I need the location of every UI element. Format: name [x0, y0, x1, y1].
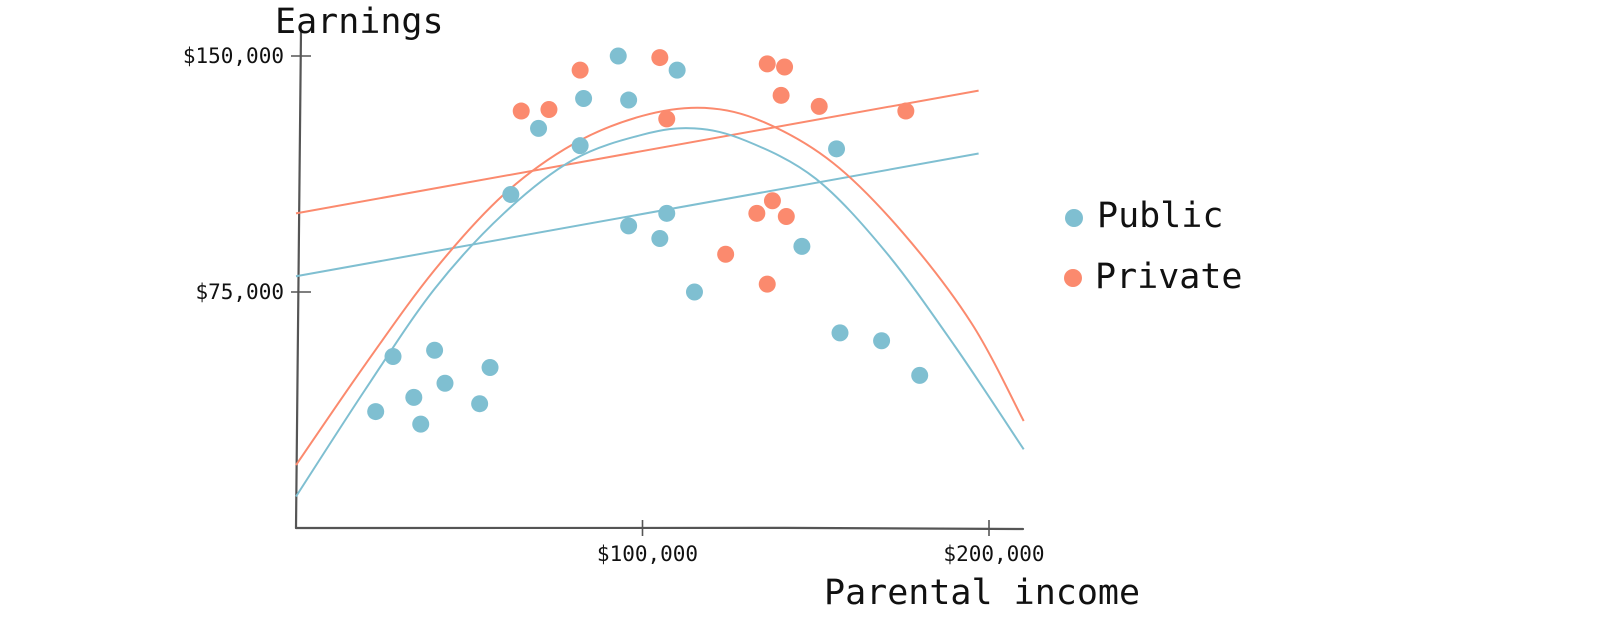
point-public — [571, 137, 589, 155]
legend-label-private: Private — [1095, 257, 1243, 297]
point-private — [512, 102, 530, 120]
x-axis-title: Parental income — [824, 573, 1140, 613]
point-private — [658, 110, 676, 128]
point-public — [530, 119, 548, 137]
point-public — [384, 348, 402, 366]
data-points — [367, 47, 929, 433]
point-public — [502, 185, 520, 203]
point-public — [685, 283, 703, 301]
x-axis — [294, 526, 1025, 531]
point-private — [763, 192, 781, 210]
legend-marker-private — [1064, 269, 1082, 287]
point-public — [831, 324, 849, 342]
x-ticks: $100,000 $200,000 — [597, 520, 1045, 566]
point-public — [911, 366, 929, 384]
curve-fit-private — [295, 106, 1025, 466]
point-public — [412, 415, 430, 433]
legend-item-public: Public — [1065, 196, 1223, 236]
point-private — [540, 100, 558, 118]
linear-fit-private — [295, 89, 979, 215]
point-public — [609, 47, 627, 65]
point-public — [658, 204, 676, 222]
y-axis — [294, 28, 303, 530]
plot-area: $75,000 $150,000 $100,000 $200,000 — [183, 28, 1045, 566]
legend: Public Private — [1064, 196, 1243, 297]
point-private — [748, 204, 766, 222]
point-private — [717, 245, 735, 263]
point-private — [776, 58, 794, 76]
point-public — [793, 237, 811, 255]
point-private — [758, 55, 776, 73]
point-public — [481, 359, 499, 377]
y-tick-label: $150,000 — [183, 44, 284, 68]
point-private — [772, 86, 790, 104]
legend-marker-public — [1065, 209, 1083, 227]
x-tick-label: $100,000 — [597, 542, 698, 566]
x-tick-label: $200,000 — [943, 542, 1044, 566]
linear-fit-public — [295, 152, 979, 278]
point-private — [758, 275, 776, 293]
y-ticks: $75,000 $150,000 — [183, 44, 311, 304]
y-axis-title: Earnings — [275, 2, 444, 42]
point-public — [620, 217, 638, 235]
point-public — [668, 61, 686, 79]
legend-item-private: Private — [1064, 257, 1243, 297]
point-private — [571, 61, 589, 79]
point-public — [873, 332, 891, 350]
point-private — [810, 97, 828, 115]
point-public — [828, 140, 846, 158]
point-public — [620, 91, 638, 109]
point-public — [471, 395, 489, 413]
point-public — [405, 388, 423, 406]
legend-label-public: Public — [1097, 196, 1223, 236]
curve-fit-public — [295, 127, 1025, 498]
point-public — [651, 230, 669, 248]
point-public — [575, 89, 593, 107]
point-public — [426, 341, 444, 359]
point-private — [897, 102, 915, 120]
point-private — [777, 207, 795, 225]
point-public — [436, 374, 454, 392]
y-tick-label: $75,000 — [195, 280, 284, 304]
fit-lines — [295, 89, 1025, 498]
point-public — [367, 403, 385, 421]
point-private — [651, 49, 669, 67]
